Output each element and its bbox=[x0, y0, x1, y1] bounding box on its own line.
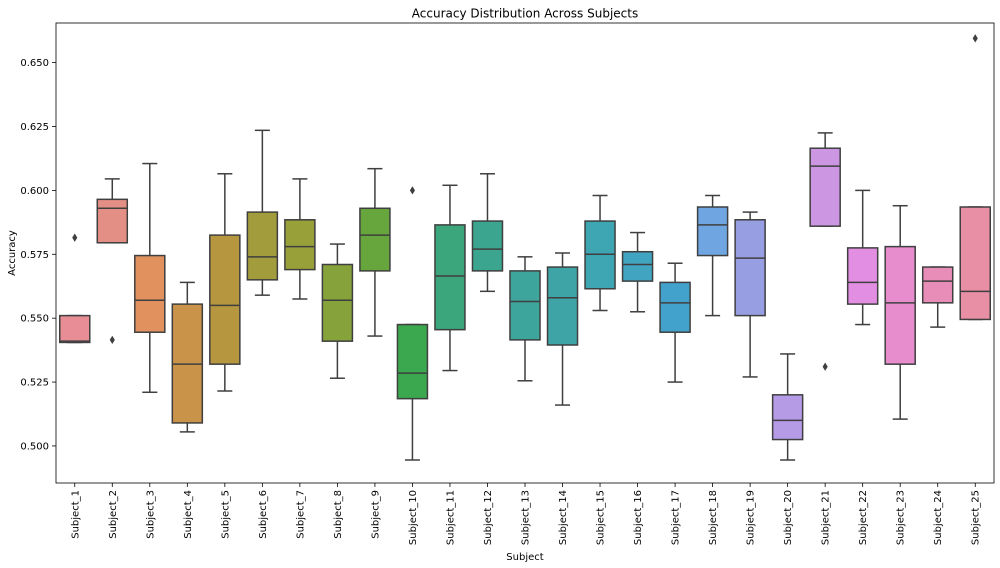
box-subject-3 bbox=[134, 162, 166, 394]
iqr-box bbox=[809, 147, 841, 227]
x-axis-ticks: Subject_1 Subject_2 Subject_3 Subject_4 Subj… bbox=[70, 483, 982, 545]
box-subject-22 bbox=[846, 189, 879, 326]
outlier-point bbox=[972, 34, 978, 43]
box-subject-7 bbox=[284, 178, 316, 300]
box-subject-17 bbox=[659, 262, 691, 383]
y-tick-label: 0.525 bbox=[20, 378, 49, 389]
iqr-box bbox=[959, 206, 991, 321]
y-tick-label: 0.550 bbox=[20, 314, 49, 325]
box-subject-2 bbox=[96, 178, 129, 345]
x-tick-label: Subject_15 bbox=[596, 490, 607, 545]
x-tick-label: Subject_9 bbox=[370, 490, 381, 539]
box-subject-20 bbox=[771, 353, 804, 461]
box-subject-6 bbox=[246, 129, 279, 296]
box-subject-15 bbox=[584, 194, 616, 312]
iqr-box bbox=[884, 245, 916, 365]
outlier-point bbox=[822, 362, 828, 371]
box-subject-16 bbox=[621, 231, 654, 313]
box-subject-11 bbox=[434, 184, 466, 372]
outlier-point bbox=[72, 233, 78, 242]
y-tick-label: 0.650 bbox=[20, 58, 49, 69]
x-tick-label: Subject_6 bbox=[258, 490, 269, 539]
x-tick-label: Subject_14 bbox=[558, 490, 569, 545]
x-tick-label: Subject_2 bbox=[108, 490, 119, 539]
iqr-box bbox=[434, 224, 466, 331]
iqr-box bbox=[246, 211, 279, 281]
y-axis-ticks: 0.500 0.525 0.550 0.575 0.600 0.625 0.650 bbox=[20, 58, 56, 452]
box-subject-18 bbox=[696, 194, 729, 317]
iqr-box bbox=[59, 314, 91, 344]
box-subject-23 bbox=[884, 204, 916, 420]
x-axis-label: Subject bbox=[506, 552, 543, 563]
box-subject-19 bbox=[734, 211, 766, 378]
box-subject-25 bbox=[959, 34, 991, 321]
box-subject-9 bbox=[359, 167, 391, 337]
x-tick-label: Subject_19 bbox=[746, 490, 757, 545]
box-subject-12 bbox=[471, 173, 504, 293]
x-tick-label: Subject_17 bbox=[671, 490, 682, 545]
y-tick-label: 0.500 bbox=[20, 441, 49, 452]
iqr-box bbox=[321, 263, 354, 342]
iqr-box bbox=[359, 207, 391, 272]
box-plot-marks bbox=[59, 34, 991, 461]
iqr-box bbox=[471, 220, 504, 272]
x-tick-label: Subject_5 bbox=[220, 490, 231, 539]
x-tick-label: Subject_3 bbox=[145, 490, 156, 539]
iqr-box bbox=[546, 266, 579, 346]
iqr-box bbox=[921, 266, 954, 304]
outlier-point bbox=[109, 335, 115, 345]
box-subject-8 bbox=[321, 243, 354, 379]
x-tick-label: Subject_20 bbox=[783, 490, 794, 545]
x-tick-label: Subject_12 bbox=[483, 490, 494, 545]
y-tick-label: 0.575 bbox=[20, 250, 49, 261]
x-tick-label: Subject_1 bbox=[70, 490, 81, 539]
iqr-box bbox=[621, 250, 654, 282]
x-tick-label: Subject_25 bbox=[971, 490, 982, 545]
box-subject-13 bbox=[509, 256, 541, 382]
x-tick-label: Subject_7 bbox=[295, 490, 306, 539]
x-tick-label: Subject_23 bbox=[896, 490, 907, 545]
box-subject-14 bbox=[546, 252, 579, 406]
iqr-box bbox=[696, 206, 729, 257]
iqr-box bbox=[396, 323, 429, 400]
iqr-box bbox=[134, 254, 166, 333]
x-tick-label: Subject_21 bbox=[821, 490, 832, 545]
iqr-box bbox=[284, 219, 316, 271]
x-tick-label: Subject_24 bbox=[933, 490, 944, 545]
iqr-box bbox=[96, 198, 129, 244]
chart-title: Accuracy Distribution Across Subjects bbox=[412, 7, 638, 21]
iqr-box bbox=[509, 270, 541, 341]
y-axis-label: Accuracy bbox=[7, 230, 18, 276]
box-subject-5 bbox=[209, 173, 241, 392]
plot-frame bbox=[55, 22, 995, 484]
iqr-box bbox=[846, 247, 879, 305]
y-tick-label: 0.625 bbox=[20, 122, 49, 133]
x-tick-label: Subject_4 bbox=[183, 490, 194, 539]
iqr-box bbox=[659, 281, 691, 333]
box-subject-21 bbox=[809, 132, 841, 371]
box-subject-24 bbox=[921, 266, 954, 328]
x-tick-label: Subject_18 bbox=[708, 490, 719, 545]
x-tick-label: Subject_8 bbox=[333, 490, 344, 539]
iqr-box bbox=[209, 234, 241, 365]
box-subject-10 bbox=[396, 186, 429, 461]
x-tick-label: Subject_22 bbox=[858, 490, 869, 545]
y-tick-label: 0.600 bbox=[20, 186, 49, 197]
x-tick-label: Subject_11 bbox=[445, 490, 456, 545]
x-tick-label: Subject_16 bbox=[633, 490, 644, 545]
box-subject-4 bbox=[171, 281, 204, 433]
box-subject-1 bbox=[59, 233, 91, 344]
iqr-box bbox=[734, 219, 766, 317]
x-tick-label: Subject_10 bbox=[408, 490, 419, 545]
x-tick-label: Subject_13 bbox=[521, 490, 532, 545]
iqr-box bbox=[771, 394, 804, 441]
outlier-point bbox=[409, 186, 415, 195]
